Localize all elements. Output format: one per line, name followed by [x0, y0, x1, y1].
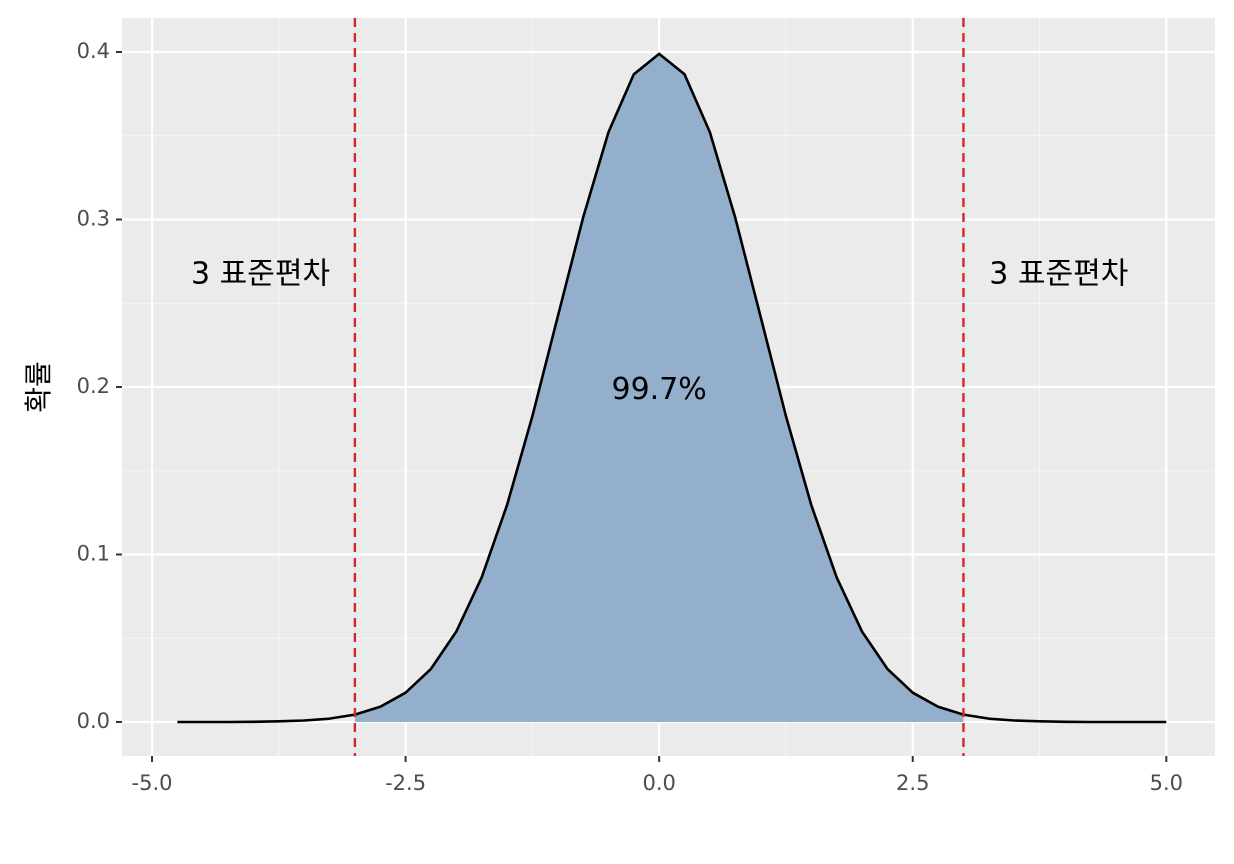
y-tick-label: 0.0 [77, 709, 110, 733]
y-tick-label: 0.2 [77, 374, 110, 398]
y-tick-label: 0.4 [77, 39, 110, 63]
annotation: 99.7% [612, 372, 707, 407]
x-tick-label: 5.0 [1150, 771, 1183, 795]
y-axis-label: 확률 [22, 361, 55, 413]
annotation: 3 표준편차 [989, 256, 1128, 291]
y-tick-label: 0.1 [77, 541, 110, 565]
x-tick-label: 2.5 [896, 771, 929, 795]
shaded-area [354, 53, 964, 722]
y-tick-label: 0.3 [77, 207, 110, 231]
density-line [177, 52, 1167, 724]
x-tick-label: 0.0 [642, 771, 675, 795]
x-tick-label: -5.0 [132, 771, 173, 795]
annotation: 3 표준편차 [191, 256, 330, 291]
x-tick-label: -2.5 [385, 771, 426, 795]
